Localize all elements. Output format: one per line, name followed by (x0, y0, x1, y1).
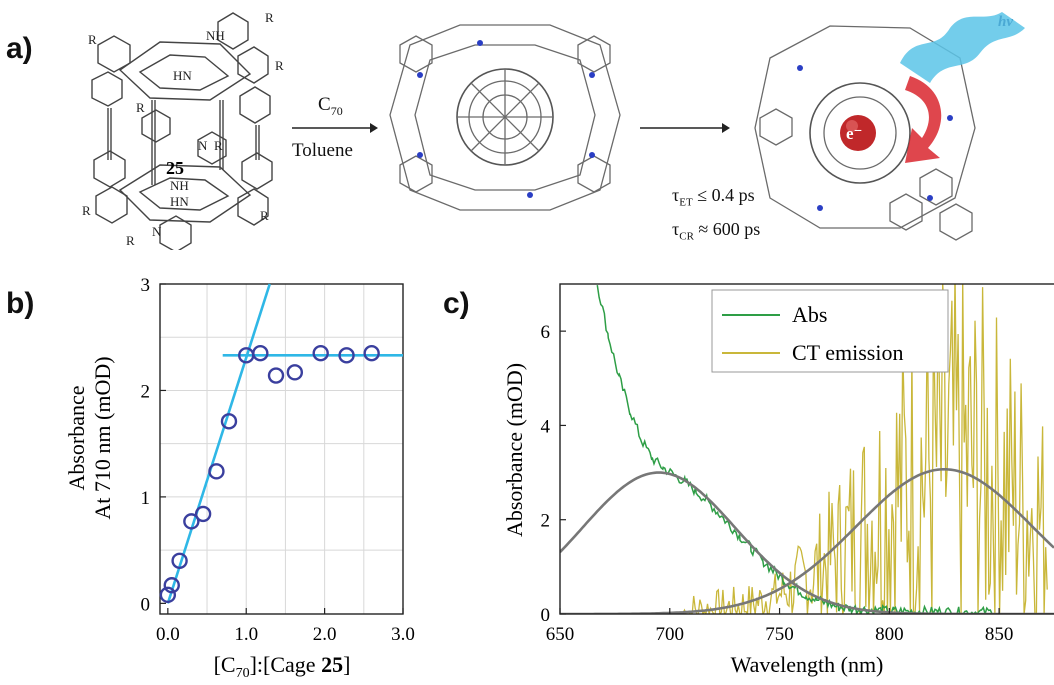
amine-label-1: NH (206, 28, 225, 43)
spectra-y-axis-label: Absorbance (mOD) (502, 363, 527, 537)
data-point (159, 586, 177, 604)
y-tick-label: 3 (141, 275, 151, 296)
lifetime-values: τET ≤ 0.4 ps τCR ≈ 600 ps (672, 182, 760, 249)
titration-chart: 0.0 1.0 2.0 3.0 0 1 2 3 [C70]:[Cage 25] Absorb… (64, 275, 415, 681)
legend-ct-label: CT emission (792, 340, 903, 365)
data-point (163, 577, 180, 594)
y-tick-label: 2 (141, 381, 151, 402)
data-point (252, 344, 269, 362)
x-tick-label: 1.0 (234, 624, 258, 645)
r-label-2: R (265, 10, 274, 25)
data-point (171, 552, 188, 569)
titration-y-axis-label-line1: Absorbance (64, 385, 89, 490)
r-label-7: R (260, 208, 269, 223)
r-label-4: R (136, 100, 145, 115)
titration-y-axis-label-line2: At 710 nm (mOD) (90, 356, 115, 519)
spectra-legend: Abs CT emission (711, 289, 949, 373)
x-tick-label: 0.0 (156, 624, 180, 645)
data-point (220, 413, 238, 430)
x-tick-label: 700 (656, 624, 685, 645)
panel-a-label: a) (6, 32, 33, 65)
x-tick-label: 2.0 (313, 624, 337, 645)
data-point (267, 367, 285, 384)
amine-label-3: N (198, 138, 208, 153)
solvent-label: Toluene (292, 140, 353, 161)
data-point (286, 364, 304, 381)
amine-label-6: N (152, 224, 162, 239)
spectra-x-axis-label: Wavelength (nm) (731, 652, 884, 677)
titration-x-axis-label: [C70]:[Cage 25] (214, 652, 351, 681)
panel-c-label: c) (443, 287, 470, 320)
tau-cr-line: τCR ≈ 600 ps (672, 218, 761, 243)
y-tick-label: 4 (541, 416, 551, 437)
abs-gaussian-fit (560, 471, 1054, 614)
panel-b-label: b) (6, 287, 35, 320)
y-tick-label: 1 (141, 488, 151, 509)
reagent-label: C70 (318, 94, 343, 118)
y-tick-label: 6 (541, 322, 551, 343)
data-point (338, 347, 355, 364)
r-label-6: R (82, 203, 91, 218)
cage-number-label: 25 (166, 158, 184, 178)
y-tick-label: 0 (141, 594, 151, 615)
r-label-8: R (126, 233, 135, 248)
reaction-arrow-2 (640, 123, 730, 133)
light-wave-icon (900, 12, 1025, 83)
amine-label-2: HN (173, 68, 192, 83)
data-point (183, 513, 200, 530)
tau-et-line: τET ≤ 0.4 ps (672, 185, 755, 209)
r-label-5: R (214, 138, 223, 153)
r-label-1: R (88, 32, 97, 47)
charge-transfer-complex: hν e⁻ (754, 12, 1025, 241)
legend-abs-label: Abs (792, 302, 827, 327)
y-tick-label: 0 (541, 605, 551, 626)
data-point (363, 344, 380, 362)
x-tick-label: 800 (875, 624, 904, 645)
r-label-3: R (275, 58, 284, 73)
host-guest-complex (389, 24, 621, 211)
x-tick-label: 850 (985, 624, 1014, 645)
data-point (208, 463, 225, 480)
amine-label-4: NH (170, 178, 189, 193)
x-tick-label: 3.0 (391, 624, 415, 645)
cage-25-structure: NH HN N NH HN N R R R R R R R R 25 (82, 10, 284, 250)
hv-label: hν (998, 14, 1013, 30)
y-tick-label: 2 (541, 511, 551, 532)
amine-label-5: HN (170, 194, 189, 209)
spectra-chart: 650 700 750 800 850 0 2 4 6 Abs CT emission Wav… (502, 283, 1054, 677)
fit-line-1 (166, 283, 271, 604)
data-point (312, 344, 329, 362)
x-tick-label: 750 (765, 624, 794, 645)
x-tick-label: 650 (546, 624, 575, 645)
abs-trace (596, 284, 994, 614)
electron-transfer-arrow-icon (905, 76, 942, 163)
data-point (194, 505, 212, 523)
reaction-arrow-1 (292, 123, 378, 133)
electron-label: e⁻ (846, 124, 863, 143)
